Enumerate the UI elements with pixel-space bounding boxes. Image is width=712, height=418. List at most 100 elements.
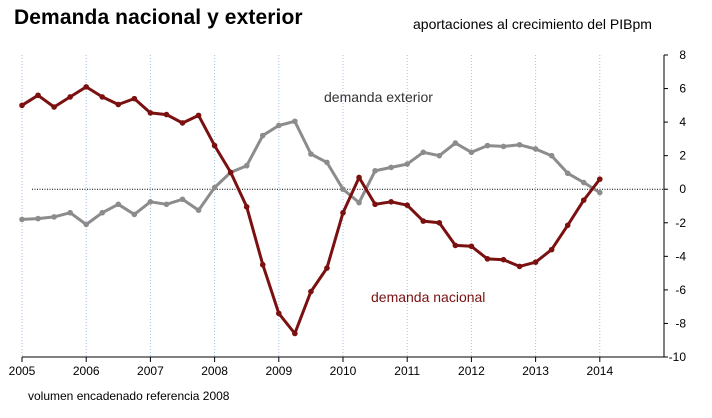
data-point-demanda-nacional (99, 94, 106, 100)
data-point-demanda-nacional (548, 246, 555, 253)
data-point-demanda-nacional (292, 330, 298, 337)
data-point-demanda-exterior (179, 196, 186, 203)
data-point-demanda-nacional (500, 256, 507, 263)
y-tick-label: -8 (675, 316, 686, 330)
data-point-demanda-exterior (597, 189, 603, 196)
data-point-demanda-exterior (308, 151, 314, 157)
data-point-demanda-exterior (276, 122, 282, 129)
chart-title: Demanda nacional y exterior (14, 6, 303, 29)
y-tick-label: 8 (679, 48, 686, 62)
data-point-demanda-nacional (516, 263, 523, 270)
data-point-demanda-nacional (532, 259, 539, 266)
data-point-demanda-nacional (51, 104, 57, 110)
data-point-demanda-exterior (404, 161, 411, 167)
data-point-demanda-nacional (35, 92, 41, 99)
data-point-demanda-exterior (372, 167, 378, 174)
data-point-demanda-nacional (372, 201, 378, 208)
x-tick-label: 2010 (330, 364, 357, 378)
x-tick-label: 2009 (265, 364, 292, 378)
data-point-demanda-exterior (131, 211, 138, 218)
data-point-demanda-nacional (67, 94, 73, 100)
data-point-demanda-exterior (468, 149, 475, 156)
x-tick-label: 2007 (137, 364, 164, 378)
x-tick-label: 2012 (458, 364, 485, 378)
x-tick-label: 2008 (201, 364, 228, 378)
data-point-demanda-nacional (243, 204, 250, 210)
data-point-demanda-exterior (500, 143, 507, 150)
data-point-demanda-nacional (452, 242, 459, 249)
data-point-demanda-nacional (436, 219, 443, 226)
series-label-demanda-nacional: demanda nacional (371, 289, 485, 305)
data-point-demanda-exterior (83, 221, 89, 228)
series-label-demanda-exterior: demanda exterior (324, 89, 433, 105)
data-point-demanda-exterior (388, 164, 394, 171)
data-point-demanda-exterior (99, 209, 106, 216)
data-point-demanda-nacional (340, 209, 346, 216)
y-tick-label: 2 (679, 149, 686, 163)
data-point-demanda-exterior (324, 159, 330, 166)
data-point-demanda-nacional (83, 84, 89, 90)
y-tick-label: -10 (669, 350, 687, 364)
data-point-demanda-exterior (147, 199, 154, 205)
data-point-demanda-nacional (211, 142, 218, 149)
data-point-demanda-nacional (356, 174, 362, 181)
data-point-demanda-exterior (532, 146, 539, 152)
x-tick-label: 2013 (522, 364, 549, 378)
chart-subtitle: aportaciones al crecimiento del PIBpm (413, 16, 652, 32)
data-point-demanda-exterior (35, 215, 41, 222)
data-point-demanda-exterior (163, 201, 170, 208)
data-point-demanda-exterior (436, 152, 443, 159)
data-point-demanda-exterior (259, 132, 266, 139)
data-point-demanda-nacional (131, 95, 138, 102)
data-point-demanda-exterior (340, 186, 346, 193)
data-point-demanda-nacional (19, 102, 25, 109)
series-line-demanda-exterior (20, 119, 602, 226)
y-tick-label: -2 (675, 216, 686, 230)
data-point-demanda-nacional (564, 222, 571, 229)
data-point-demanda-exterior (67, 209, 73, 216)
data-point-demanda-exterior (580, 179, 587, 186)
data-point-demanda-nacional (468, 243, 475, 250)
x-tick-label: 2005 (9, 364, 36, 378)
data-point-demanda-exterior (211, 184, 218, 191)
data-point-demanda-nacional (404, 202, 411, 208)
y-tick-label: -4 (675, 249, 686, 263)
data-point-demanda-nacional (259, 261, 266, 268)
data-point-demanda-exterior (452, 140, 459, 146)
data-point-demanda-nacional (276, 310, 282, 317)
data-point-demanda-nacional (324, 265, 330, 271)
data-point-demanda-nacional (179, 120, 186, 126)
y-tick-label: 6 (679, 82, 686, 96)
data-point-demanda-exterior (243, 162, 250, 169)
data-point-demanda-exterior (292, 118, 298, 125)
data-point-demanda-exterior (115, 201, 122, 208)
y-tick-label: 4 (679, 115, 686, 129)
data-point-demanda-nacional (195, 112, 202, 119)
data-point-demanda-exterior (548, 152, 555, 159)
data-point-demanda-nacional (115, 101, 122, 108)
data-point-demanda-nacional (580, 197, 587, 203)
chart-footnote: volumen encadenado referencia 2008 (28, 389, 230, 403)
data-point-demanda-exterior (484, 142, 491, 149)
data-point-demanda-exterior (51, 214, 57, 220)
y-tick-label: -6 (675, 283, 686, 297)
data-point-demanda-nacional (388, 199, 394, 205)
data-point-demanda-nacional (147, 110, 154, 116)
data-point-demanda-nacional (308, 288, 314, 295)
data-point-demanda-nacional (163, 111, 170, 118)
x-tick-label: 2006 (73, 364, 100, 378)
x-tick-label: 2011 (394, 364, 420, 378)
data-point-demanda-exterior (19, 216, 25, 223)
data-point-demanda-exterior (564, 170, 571, 177)
y-tick-label: 0 (679, 182, 686, 196)
data-point-demanda-nacional (597, 176, 603, 182)
data-point-demanda-nacional (420, 218, 427, 224)
data-point-demanda-nacional (484, 256, 491, 262)
data-point-demanda-nacional (227, 169, 234, 176)
data-point-demanda-exterior (195, 207, 202, 213)
data-point-demanda-exterior (420, 149, 427, 156)
data-point-demanda-exterior (356, 199, 362, 206)
data-point-demanda-exterior (516, 141, 523, 148)
x-tick-label: 2014 (586, 364, 613, 378)
